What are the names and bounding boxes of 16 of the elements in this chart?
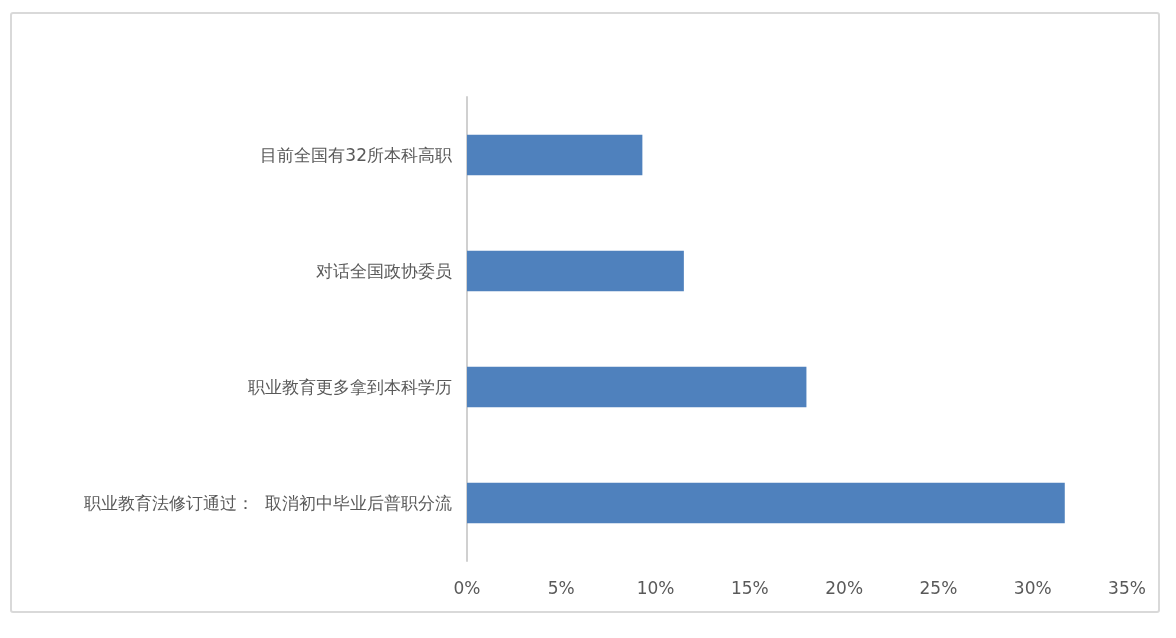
x-tick-label: 35% (1108, 577, 1146, 598)
y-tick-label: 对话全国政协委员 (316, 261, 452, 281)
bar (467, 482, 1065, 524)
y-tick-label: 目前全国有32所本科高职 (260, 145, 452, 165)
x-tick-label: 30% (1013, 577, 1052, 598)
x-tick-label: 5% (547, 577, 575, 598)
bar (467, 366, 807, 408)
x-tick-label: 0% (453, 577, 481, 598)
y-tick-label: 职业教育更多拿到本科学历 (248, 377, 452, 397)
bar (467, 134, 643, 176)
x-tick-label: 15% (730, 577, 769, 598)
x-tick-label: 20% (825, 577, 864, 598)
x-tick-label: 25% (919, 577, 958, 598)
bar (467, 250, 684, 292)
x-tick-label: 10% (636, 577, 675, 598)
y-tick-label: 职业教育法修订通过： 取消初中毕业后普职分流 (84, 493, 452, 513)
